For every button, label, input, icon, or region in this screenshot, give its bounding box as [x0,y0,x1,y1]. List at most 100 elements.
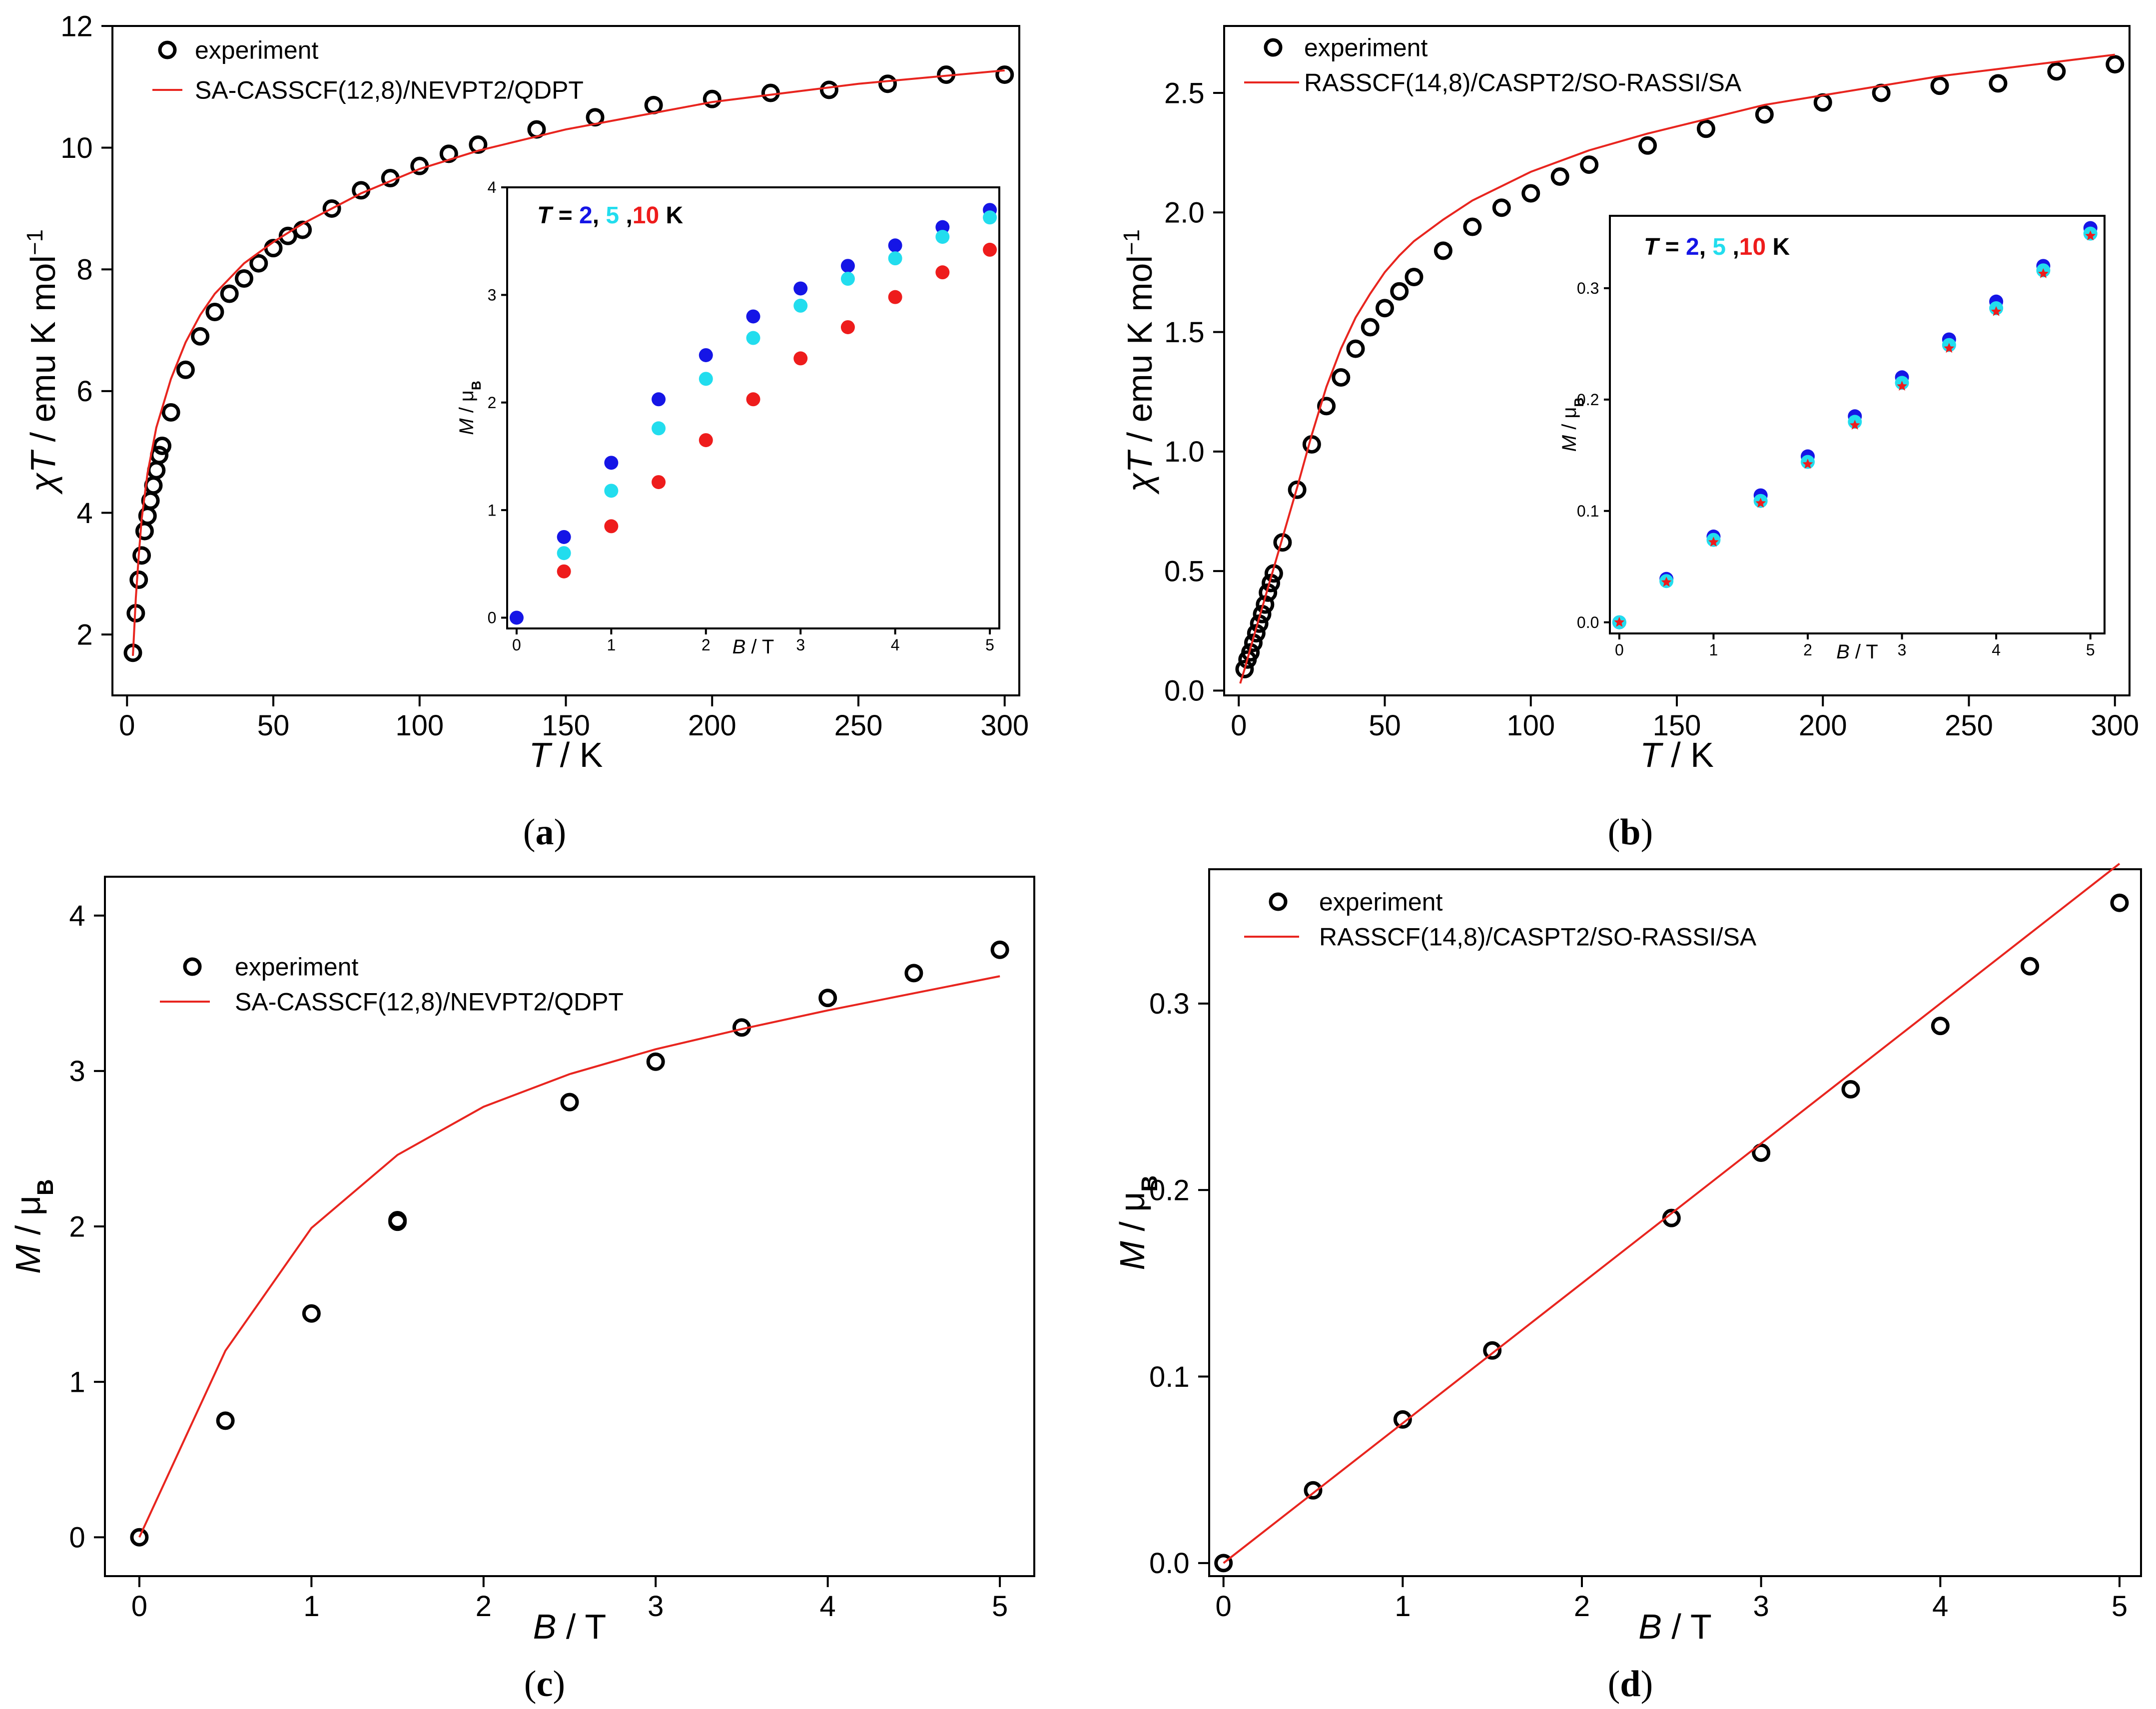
panel-a-legend-marker [158,40,177,59]
panel-a-experiment-point [176,360,195,379]
panel-b-x-tick-label: 300 [2091,709,2139,742]
panel-a-plot-frame [111,25,1020,696]
inset-a-point [888,251,902,266]
panel-d-y-axis-var: M [1113,1240,1152,1270]
panel-b-caption: (b) [1608,812,1653,853]
panel-c-experiment-point [990,940,1009,959]
panel-d-x-tick-label: 2 [1574,1590,1590,1623]
panel-d-experiment-point [1752,1143,1771,1162]
panel-b-y-tick-label: 0.0 [1164,675,1205,707]
panel-c-x-tick-label: 5 [992,1590,1008,1623]
panel-b-x-axis-title: T / K [1640,735,1714,774]
panel-b-x-axis-unit: / K [1661,735,1714,774]
panel-c-x-axis-unit: / T [556,1607,606,1646]
inset-a-y-tick-label: 4 [488,178,497,196]
inset-a-title-unit: K [659,202,683,229]
panel-b-x-tick-label: 250 [1945,709,1993,742]
panel-d-x-tick-label: 0 [1216,1590,1232,1623]
panel-c-theory-line [138,975,1000,1538]
panel-d-x-tick-label: 3 [1753,1590,1769,1623]
panel-c-y-tick-label: 4 [69,900,85,932]
inset-b-title-sep: , [1726,234,1739,260]
panel-d-experiment-point [1393,1410,1412,1429]
panel-c-caption: (c) [524,1664,565,1705]
panel-b-experiment-point [1696,119,1715,138]
panel-a-x-axis-title: T / K [529,735,603,774]
panel-c-experiment-point [904,964,923,983]
panel-b-experiment-point [1288,480,1307,499]
panel-a-experiment-point [161,403,180,422]
panel-c-plot-frame [104,876,1035,1577]
panel-a-y-axis-title: χT / emu K mol−1 [22,229,63,495]
panel-b-experiment-point [1521,184,1540,203]
panel-b-y-tick-label: 0.5 [1164,555,1205,587]
inset-a-title-10: 10 [633,202,659,229]
panel-a-x-tick-label: 300 [980,709,1029,742]
inset-b-x-axis-title: B / T [1836,641,1878,663]
panel-d-y-axis-sub: B [1137,1175,1162,1192]
panel-b-experiment-point [1989,74,2008,93]
inset-b-point [1802,459,1813,469]
panel-b-experiment-point [1638,136,1657,155]
inset-a-point [557,530,571,544]
inset-a-point [746,331,760,345]
panel-c-y-axis-unit: / μ [8,1195,47,1245]
panel-d-legend-marker [1269,892,1288,911]
panel-c-experiment-point [560,1093,579,1112]
inset-a-x-tick-label: 0 [512,636,521,654]
panel-c-legend-marker [183,957,202,976]
inset-a-point [557,564,571,578]
inset-a-point [888,238,902,253]
inset-b-title-2: 2 [1686,234,1699,260]
inset-a-point [935,265,950,280]
inset-a-point [840,272,855,286]
inset-a-point [699,372,713,386]
inset-a-title: T = 2, 5 ,10 K [537,202,684,229]
panel-a-experiment-point [132,546,151,565]
panel-b-caption-open: ( [1608,812,1620,853]
panel-b-experiment-point [1390,282,1409,301]
inset-b-x-tick-label: 1 [1709,641,1718,659]
panel-a-experiment-point [322,199,341,218]
panel-b-experiment-point [1405,268,1424,286]
panel-d-experiment-point [1304,1481,1323,1500]
inset-a-point [699,348,713,362]
inset-a-point [652,475,666,490]
panel-a-experiment-point [220,284,239,303]
inset-a-y-axis-title: M / μB [456,381,484,435]
inset-b-y-tick-label: 0.3 [1577,279,1599,297]
panel-a-y-tick-label: 2 [76,618,92,651]
inset-b-x-tick-label: 3 [1898,641,1907,659]
inset-a-title-2: 2 [579,202,593,229]
panel-b-experiment-point [1580,155,1599,174]
inset-b-point [1944,343,1955,353]
panel-a-x-tick-label: 200 [688,709,736,742]
inset-a-x-axis-unit: / T [745,636,774,658]
inset-b-point [2038,268,2049,278]
inset-b-point [1897,381,1907,391]
panel-a-experiment-point [129,570,148,589]
inset-a-y-tick-label: 0 [488,609,497,627]
panel-b-experiment-point [1434,241,1452,260]
inset-b-title-eq: = [1658,234,1686,260]
panel-a-experiment-point [153,437,172,456]
panel-a-experiment-point [147,461,166,480]
panel-b-experiment-point [2106,55,2125,74]
panel-d-caption-close: ) [1641,1664,1653,1705]
panel-b-experiment-point [1302,435,1321,454]
inset-a-x-tick-label: 1 [607,636,616,654]
panel-b-legend-marker [1264,38,1283,57]
panel-b-x-tick-label: 50 [1369,709,1401,742]
panel-d-experiment-point [2110,893,2129,912]
inset-a-point [746,392,760,407]
inset-a-point [983,242,997,257]
panel-b-y-axis-title: χT / emu K mol−1 [1119,229,1160,495]
inset-b-x-axis-var: B [1836,641,1850,663]
panel-d-experiment-point [1841,1080,1860,1099]
panel-c-experiment-point [302,1304,321,1323]
inset-b-point [1849,420,1860,430]
inset-a-title-sep: , [593,202,606,229]
inset-b-y-axis-unit: / μ [1558,407,1580,435]
panel-b-y-tick-label: 1.5 [1164,316,1205,349]
